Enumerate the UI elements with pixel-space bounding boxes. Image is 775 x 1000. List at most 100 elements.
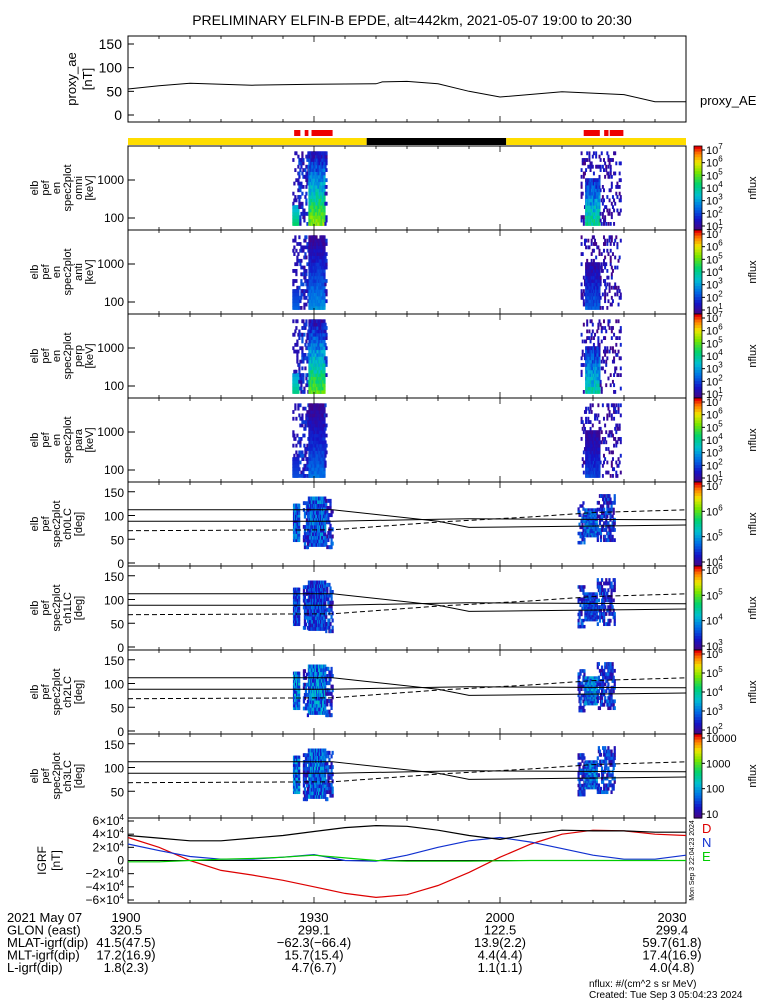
heatmap-cell xyxy=(615,285,618,290)
ylabel-line: perp xyxy=(73,345,85,367)
heatmap-cell xyxy=(599,460,602,465)
heatmap-cell xyxy=(588,222,591,226)
heatmap-cell xyxy=(589,457,592,461)
heatmap-cell xyxy=(325,363,328,367)
heatmap-cell xyxy=(588,410,591,414)
heatmap-cell xyxy=(599,531,603,536)
heatmap-cell xyxy=(301,413,304,418)
colorbar-segment xyxy=(694,182,702,186)
heatmap-cell xyxy=(587,211,590,216)
heatmap-cell xyxy=(589,474,592,478)
heatmap-cell xyxy=(302,420,305,424)
heatmap-cell xyxy=(599,504,603,509)
colorbar-segment xyxy=(694,314,702,318)
heatmap-cell xyxy=(590,443,593,448)
heatmap-cell xyxy=(597,376,600,381)
heatmap-cell xyxy=(323,235,326,240)
heatmap-cell xyxy=(615,353,618,357)
heatmap-cell xyxy=(605,497,608,502)
heatmap-cell xyxy=(602,208,605,213)
heatmap-cell xyxy=(580,151,583,156)
heatmap-cell xyxy=(590,282,593,287)
heatmap-cell xyxy=(611,158,614,162)
heatmap-cell xyxy=(587,366,590,371)
heatmap-cell xyxy=(596,185,599,189)
heatmap-cell xyxy=(329,586,332,591)
heatmap-cell xyxy=(325,373,328,377)
heatmap-cell xyxy=(597,185,600,189)
heatmap-cell xyxy=(595,369,598,374)
heatmap-cell xyxy=(304,168,307,172)
ylabel-line: omni xyxy=(73,176,85,200)
colorbar-tick-label: 105 xyxy=(706,167,723,182)
colorbar-segment xyxy=(694,218,702,223)
heatmap-cell xyxy=(591,188,594,193)
heatmap-cell xyxy=(589,376,592,381)
heatmap-cell xyxy=(598,275,601,280)
heatmap-cell xyxy=(299,373,302,377)
heatmap-cell xyxy=(613,538,616,543)
heatmap-cell xyxy=(604,521,607,526)
heatmap-cell xyxy=(592,195,595,199)
heatmap-cell xyxy=(587,275,590,280)
heatmap-cell xyxy=(589,406,592,411)
heatmap-cell xyxy=(597,514,600,519)
science-zone-marker xyxy=(609,130,624,136)
heatmap-cell xyxy=(611,269,614,273)
heatmap-cell xyxy=(610,272,613,277)
heatmap-cell xyxy=(596,269,599,273)
heatmap-cell xyxy=(597,500,600,505)
heatmap-cell xyxy=(616,440,619,445)
heatmap-cell xyxy=(577,618,580,623)
heatmap-cell xyxy=(301,292,304,297)
heatmap-cell xyxy=(602,158,605,162)
heatmap-cell xyxy=(604,238,607,243)
heatmap-cell xyxy=(298,617,301,621)
heatmap-cell xyxy=(299,158,302,162)
heatmap-cell xyxy=(588,188,591,193)
heatmap-cell xyxy=(598,302,601,307)
heatmap-cell xyxy=(597,440,600,445)
heatmap-cell xyxy=(610,285,613,290)
heatmap-cell xyxy=(582,507,585,511)
heatmap-cell xyxy=(323,245,326,250)
heatmap-cell xyxy=(615,460,618,465)
heatmap-cell xyxy=(299,218,302,223)
heatmap-cell xyxy=(325,185,328,189)
heatmap-cell xyxy=(611,514,614,519)
heatmap-cell xyxy=(591,299,594,304)
heatmap-cell xyxy=(609,168,612,172)
colorbar-tick-label: 106 xyxy=(706,503,723,518)
heatmap-cell xyxy=(589,201,592,206)
heatmap-cell xyxy=(586,322,589,327)
heatmap-cell xyxy=(296,319,299,324)
heatmap-cell xyxy=(618,356,621,361)
heatmap-cell xyxy=(589,302,592,307)
heatmap-cell xyxy=(600,151,603,156)
heatmap-cell xyxy=(608,500,611,505)
heatmap-cell xyxy=(589,188,592,193)
heatmap-cell xyxy=(590,164,593,169)
heatmap-cell xyxy=(297,457,300,461)
heatmap-cell xyxy=(594,379,597,384)
heatmap-cell xyxy=(325,168,328,172)
heatmap-cell xyxy=(583,410,586,414)
heatmap-cell xyxy=(610,235,613,240)
heatmap-cell xyxy=(587,178,590,183)
heatmap-cell xyxy=(580,191,583,196)
heatmap-cell xyxy=(297,215,300,220)
heatmap-cell xyxy=(586,306,589,310)
heatmap-cell xyxy=(306,332,309,337)
heatmap-cell xyxy=(297,289,300,293)
heatmap-cell xyxy=(612,524,615,529)
heatmap-cell xyxy=(588,356,591,361)
heatmap-cell xyxy=(616,181,619,186)
heatmap-cell xyxy=(304,474,307,478)
heatmap-cell xyxy=(586,262,589,267)
colorbar-segment xyxy=(694,535,702,539)
heatmap-cell xyxy=(594,289,597,293)
heatmap-cell xyxy=(588,420,591,424)
heatmap-cell xyxy=(608,235,611,240)
heatmap-cell xyxy=(598,178,601,183)
